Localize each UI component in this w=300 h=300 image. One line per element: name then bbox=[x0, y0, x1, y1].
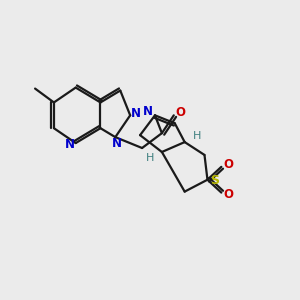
Text: O: O bbox=[176, 106, 186, 119]
Text: H: H bbox=[146, 153, 154, 163]
Text: N: N bbox=[131, 107, 141, 120]
Text: N: N bbox=[65, 138, 75, 151]
Text: N: N bbox=[112, 136, 122, 150]
Text: S: S bbox=[210, 174, 219, 187]
Text: N: N bbox=[143, 105, 153, 118]
Text: O: O bbox=[223, 158, 233, 171]
Text: H: H bbox=[192, 131, 201, 141]
Text: O: O bbox=[223, 188, 233, 201]
